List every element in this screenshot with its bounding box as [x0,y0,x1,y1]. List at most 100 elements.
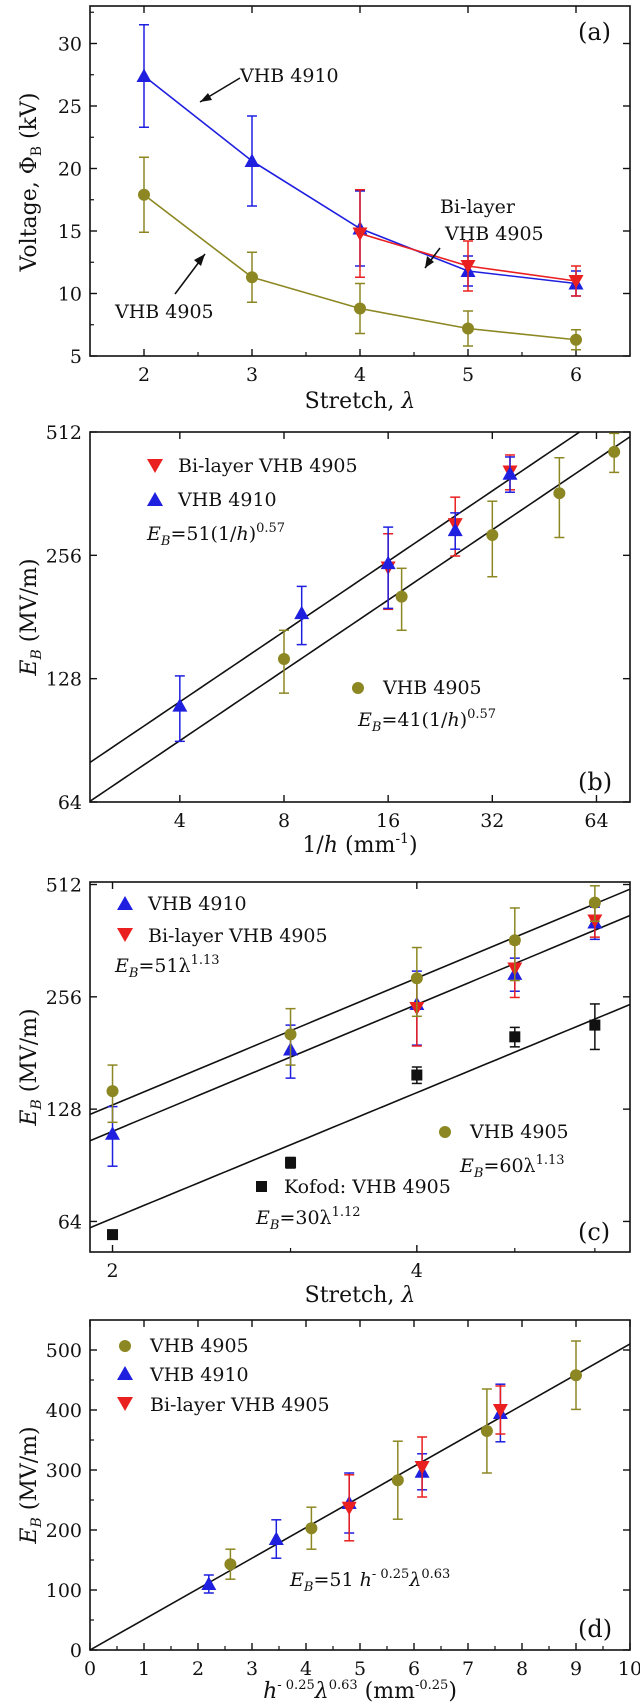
data-point-vhb-4905-c [106,1085,119,1098]
x-tick-label-b: 64 [584,810,608,832]
fit-line-c [90,914,630,1142]
y-tick-label-c: 256 [46,987,82,1009]
data-point-vhb-4905-d [391,1474,404,1487]
panel-b: 4 8 16 32 64 64 128 256 512 (b) EB (MV/m) 1/h (m… [17,422,631,858]
legend-marker-vhb4910-b [147,492,163,506]
data-point-bi-layer-vhb-4905-a [568,275,584,289]
fit-line-b [90,436,630,802]
data-point-vhb-4905-a [570,333,582,346]
data-point-bi-layer-vhb-4905-a [460,260,476,274]
annotation-bilayer-a: Bi-layer [440,196,516,218]
data-point-vhb-4910-a [244,153,260,167]
data-point-vhb-4905-c [410,972,423,985]
data-point-vhb-4905-a [354,302,366,315]
equation-fit1-c: EB=51λ1.13 [114,953,220,981]
x-tick-label-d: 9 [570,1658,582,1680]
axis-ticks-c: 2 4 64 128 256 512 [46,875,630,1282]
y-tick-label-c: 64 [58,1211,82,1233]
fit-line-c [90,1003,630,1229]
data-point-vhb-4905-c [508,934,521,947]
legend-marker-vhb4905-c [439,1126,451,1138]
equation-fit-d: EB=51 h- 0.25λ0.63 [289,1567,450,1595]
plot-frame-b [89,431,631,803]
fit-lines-d [90,1343,630,1650]
y-tick-label-d: 400 [46,1400,82,1422]
data-point-vhb-4905-c [588,896,601,909]
data-point-vhb-4905-b [608,445,621,458]
data-point-vhb-4910-c [105,1126,121,1140]
panel-label-d: (d) [578,1615,612,1643]
fit-line-c [90,888,630,1116]
y-tick-label-c: 128 [46,1099,82,1121]
legend-marker-kofod-c [256,1181,267,1192]
y-tick-label-d: 100 [46,1580,82,1602]
x-tick-label-d: 8 [516,1658,528,1680]
equation-fit3-c: EB=30λ1.12 [255,1205,361,1233]
legend-item-vhb4905-d: VHB 4905 [119,1335,249,1357]
y-tick-label-b: 512 [46,422,82,444]
x-tick-label-d: 2 [192,1658,204,1680]
y-tick-label-c: 512 [46,875,82,897]
data-point-vhb-4910-b [502,466,518,480]
legend-marker-vhb4905-d [119,1340,131,1352]
data-point-vhb-4905-b [277,652,290,665]
plot-frame-c [89,881,631,1253]
legend-label-kofod-c: Kofod: VHB 4905 [284,1176,451,1198]
data-point-kofod-vhb-4905-c [285,1157,297,1169]
x-axis-label-d: h- 0.25λ0.63 (mm-0.25) [263,1678,457,1704]
data-point-kofod-vhb-4905-c [107,1229,119,1241]
data-marks-c [105,885,603,1241]
equation-fit1-b: EB=51(1/h)0.57 [146,521,285,549]
data-point-vhb-4910-b [294,605,310,620]
data-point-vhb-4905-a [138,188,150,201]
annotation-bilayer-vhb4905-a: VHB 4905 [444,223,544,245]
y-tick-label-a: 25 [58,96,82,118]
legend-marker-bilayer-c [117,928,133,942]
data-point-vhb-4905-a [246,271,258,284]
x-tick-label-b: 32 [480,810,504,832]
data-point-vhb-4905-d [480,1425,493,1437]
x-tick-label-a: 5 [462,364,474,386]
y-tick-label-b: 128 [46,669,82,691]
annotation-vhb4910-a: VHB 4910 [239,65,339,87]
arrowhead-vhb4905-a [194,254,205,266]
x-tick-label-d: 3 [246,1658,258,1680]
legend-label-vhb4905-d: VHB 4905 [149,1335,249,1357]
data-point-bi-layer-vhb-4905-a [352,227,368,241]
annotation-vhb4905-a: VHB 4905 [114,301,214,323]
legend-item-bilayer-d: Bi-layer VHB 4905 [117,1394,330,1416]
legend-marker-bilayer-d [117,1397,133,1411]
legend-label-bilayer-c: Bi-layer VHB 4905 [148,925,328,947]
x-tick-label-d: 6 [408,1658,420,1680]
data-point-kofod-vhb-4905-c [589,1019,601,1031]
x-tick-label-a: 6 [570,364,582,386]
y-tick-label-d: 0 [70,1640,82,1662]
x-tick-label-c: 4 [411,1260,423,1282]
legend-label-bilayer-d: Bi-layer VHB 4905 [150,1394,330,1416]
y-tick-label-a: 30 [58,34,82,56]
panel-c: 2 4 64 128 256 512 (c) EB (MV/m) Stretch, λ V… [17,875,631,1308]
y-tick-label-a: 5 [70,346,82,368]
legend-marker-vhb4910-d [117,1366,133,1380]
panel-label-a: (a) [578,18,611,46]
y-tick-label-b: 64 [58,792,82,814]
legend-label-vhb4905-b: VHB 4905 [382,677,482,699]
x-tick-label-c: 2 [106,1260,118,1282]
x-tick-label-a: 4 [354,364,366,386]
data-point-bi-layer-vhb-4905-d [492,1404,508,1418]
legend-marker-vhb4905-b [352,682,364,694]
data-point-kofod-vhb-4905-c [411,1069,423,1081]
data-point-vhb-4905-b [553,487,566,500]
data-point-kofod-vhb-4905-c [509,1031,521,1043]
x-tick-label-b: 8 [278,810,290,832]
fit-line-b [90,432,582,764]
data-point-vhb-4905-a [462,322,474,335]
fit-line-d [90,1343,630,1650]
legend-label-vhb4910-b: VHB 4910 [177,489,277,511]
data-point-vhb-4905-b [395,590,408,603]
y-tick-label-b: 256 [46,545,82,567]
equation-fit2-c: EB=60λ1.13 [459,1153,565,1181]
